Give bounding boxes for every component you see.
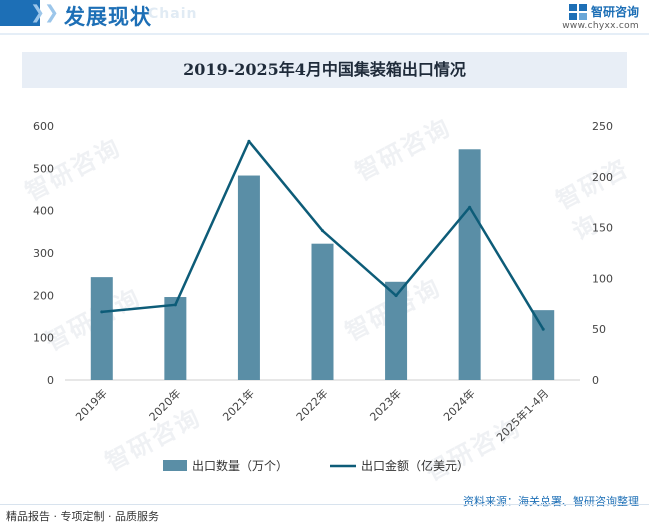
line-point-4	[394, 294, 398, 298]
legend-label-line: 出口金额（亿美元）	[361, 458, 469, 473]
bar-5	[458, 149, 481, 380]
line-point-3	[321, 229, 324, 233]
line-point-1	[173, 303, 177, 307]
y-left-tick-label: 300	[33, 247, 54, 260]
x-tick-label: 2021年	[220, 386, 257, 423]
footer-tagline: 精品报告 · 专项定制 · 品质服务	[6, 510, 159, 523]
line-point-2	[247, 139, 251, 143]
brand-logo-icon	[568, 3, 587, 20]
legend-label-bar: 出口数量（万个）	[192, 458, 288, 473]
x-tick-label: 2024年	[440, 386, 477, 423]
y-left-tick-label: 200	[33, 289, 54, 302]
header-rule	[0, 33, 649, 35]
y-left-tick-label: 500	[33, 162, 54, 175]
y-right-tick-label: 50	[592, 323, 606, 336]
bar-3	[311, 243, 334, 380]
y-right-tick-label: 100	[592, 272, 613, 285]
brand-url[interactable]: www.chyxx.com	[562, 21, 639, 31]
footer-rule	[0, 504, 649, 505]
section-subtitle: Chain	[148, 6, 198, 22]
x-tick-label: 2019年	[72, 386, 109, 423]
y-left-tick-label: 100	[33, 332, 54, 345]
line-point-0	[100, 310, 104, 314]
source-note: 资料来源：海关总署、智研咨询整理	[463, 495, 639, 508]
x-tick-label: 2022年	[293, 386, 330, 423]
bar-4	[385, 281, 408, 380]
x-tick-label: 2020年	[146, 386, 183, 423]
x-tick-label: 2023年	[367, 386, 404, 423]
legend-swatch-bar	[163, 460, 187, 471]
bar-0	[90, 277, 113, 380]
chart-title-box: 2019-2025年4月中国集装箱出口情况	[22, 52, 627, 88]
bar-1	[164, 297, 187, 380]
y-right-tick-label: 200	[592, 171, 613, 184]
y-left-tick-label: 0	[47, 374, 54, 387]
bar-6	[532, 310, 555, 380]
section-title: 发展现状	[64, 4, 152, 29]
y-right-tick-label: 250	[592, 120, 613, 133]
x-tick-label: 2025年1-4月	[493, 386, 551, 444]
bar-2	[237, 175, 260, 380]
y-right-tick-label: 150	[592, 222, 613, 235]
line-point-5	[468, 205, 472, 209]
y-left-tick-label: 600	[33, 120, 54, 133]
y-right-tick-label: 0	[592, 374, 599, 387]
y-left-tick-label: 400	[33, 205, 54, 218]
chart-title: 2019-2025年4月中国集装箱出口情况	[183, 60, 466, 79]
header: ❯ ❯ 发展现状 Chain 智研咨询 www.chyxx.com	[0, 0, 649, 35]
line-point-6	[541, 327, 545, 331]
header-accent-bar	[0, 0, 40, 26]
brand: 智研咨询 www.chyxx.com	[562, 3, 639, 31]
brand-name: 智研咨询	[590, 5, 639, 19]
chevron-icon: ❯	[44, 2, 60, 23]
chevron-icon: ❯	[30, 2, 46, 23]
